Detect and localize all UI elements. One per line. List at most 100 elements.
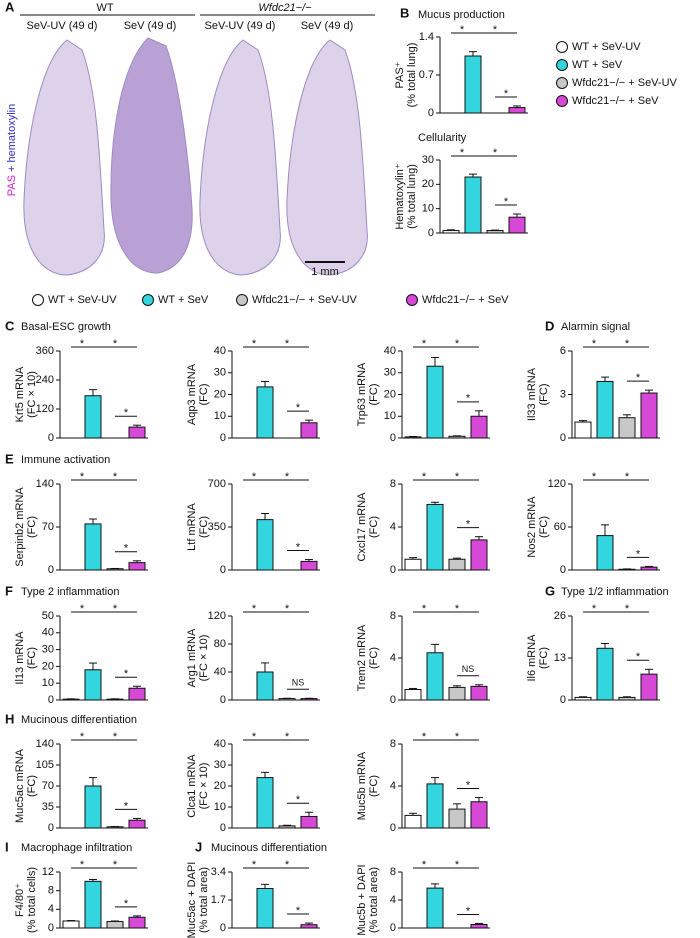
panel-title: Immune activation: [21, 454, 110, 466]
y-tick-label: 700: [208, 478, 226, 490]
bar: [404, 558, 422, 571]
y-axis-label: Arg1 mRNA: [186, 628, 198, 687]
significance-label: *: [124, 800, 129, 812]
y-tick-label: 20: [214, 780, 226, 792]
y-tick-label: 13: [554, 652, 566, 664]
legend-swatch: [236, 294, 248, 306]
bar: [128, 562, 146, 571]
significance-label: *: [592, 603, 597, 615]
bar: [128, 687, 146, 701]
bar: [574, 696, 592, 701]
condition-label: SeV-UV (49 d): [27, 20, 98, 32]
y-tick-label: 0: [220, 432, 226, 444]
significance-label: *: [124, 668, 129, 680]
y-axis-label: Ltf mRNA: [186, 503, 198, 551]
y-axis-label: (FC × 10): [198, 763, 210, 810]
condition-label: SeV (49 d): [124, 20, 177, 32]
y-axis-label: PAS⁺: [394, 61, 406, 88]
bar: [84, 880, 102, 929]
significance-label: *: [113, 731, 118, 743]
y-axis-label: (FC): [26, 516, 38, 538]
significance-label: *: [625, 338, 630, 350]
y-axis-label: (FC): [26, 647, 38, 669]
y-axis-label: (FC): [538, 384, 550, 406]
legend-label: Wfdc21−/− + SeV-UV: [572, 77, 678, 89]
bar: [596, 647, 614, 701]
y-tick-label: 0: [48, 922, 54, 934]
bar: [300, 422, 318, 439]
y-tick-label: 10: [384, 410, 396, 422]
bar: [486, 230, 504, 234]
significance-label: *: [455, 338, 460, 350]
bar: [470, 415, 488, 439]
y-tick-label: 10: [42, 677, 54, 689]
y-tick-label: 40: [384, 345, 396, 357]
y-tick-label: 0: [48, 432, 54, 444]
significance-label: NS: [292, 678, 305, 688]
significance-label: *: [296, 794, 301, 806]
y-axis-label: Il33 mRNA: [526, 367, 538, 421]
stain-hematoxylin: + hematoxylin: [6, 104, 18, 172]
bar: [426, 783, 444, 829]
chart-title: Cellularity: [418, 132, 467, 144]
bar: [618, 696, 636, 701]
bar: [256, 887, 274, 929]
bar: [256, 519, 274, 571]
significance-label: *: [124, 543, 129, 555]
y-axis-label: (% total area): [198, 867, 210, 933]
bar: [128, 916, 146, 929]
y-tick-label: 0: [48, 822, 54, 834]
significance-label: *: [113, 603, 118, 615]
significance-label: *: [504, 88, 509, 100]
y-tick-label: 105: [36, 759, 54, 771]
y-tick-label: 4: [390, 894, 396, 906]
significance-label: *: [422, 731, 427, 743]
significance-label: *: [80, 471, 85, 483]
significance-label: *: [252, 471, 257, 483]
y-axis-label: F4/80⁺: [14, 883, 26, 917]
panel-label: H: [5, 711, 14, 726]
stain-label: PAS + hematoxylin: [6, 104, 18, 196]
y-tick-label: 20: [214, 388, 226, 400]
bar: [404, 436, 422, 439]
y-axis-label: (% total cells): [26, 867, 38, 933]
legend-label: WT + SeV: [158, 294, 209, 306]
legend-label: WT + SeV-UV: [572, 41, 641, 53]
bar: [84, 395, 102, 439]
panel-title: Type 2 inflammation: [21, 586, 119, 598]
y-axis-label: (FC): [538, 516, 550, 538]
significance-label: *: [124, 407, 129, 419]
panel-label: C: [5, 318, 15, 333]
legend-label: WT + SeV-UV: [48, 294, 117, 306]
legend-swatch: [556, 41, 568, 53]
significance-label: *: [422, 603, 427, 615]
bar: [256, 671, 274, 701]
significance-label: *: [422, 859, 427, 871]
significance-label: *: [592, 338, 597, 350]
y-tick-label: 0: [390, 564, 396, 576]
y-tick-label: 1.7: [211, 894, 226, 906]
y-tick-label: 10: [214, 410, 226, 422]
bar: [300, 560, 318, 571]
y-tick-label: 10: [422, 203, 434, 215]
panel-label: A: [5, 0, 15, 14]
y-tick-label: 0: [220, 822, 226, 834]
y-tick-label: 50: [42, 610, 54, 622]
legend-swatch: [142, 294, 154, 306]
lung-section: [199, 39, 281, 276]
lung-section: [23, 39, 105, 276]
bar: [464, 55, 482, 114]
group-label: WT: [96, 2, 113, 14]
y-tick-label: 0: [220, 694, 226, 706]
bar: [448, 686, 466, 701]
y-tick-label: 35: [42, 801, 54, 813]
y-axis-label: (FC): [26, 775, 38, 797]
panel-title: Mucinous differentiation: [211, 842, 327, 854]
bar: [128, 426, 146, 439]
panel-title: Basal-ESC growth: [21, 321, 111, 333]
panel-label: E: [5, 451, 14, 466]
significance-label: *: [422, 471, 427, 483]
y-axis-label: (FC): [368, 516, 380, 538]
y-tick-label: 140: [36, 738, 54, 750]
